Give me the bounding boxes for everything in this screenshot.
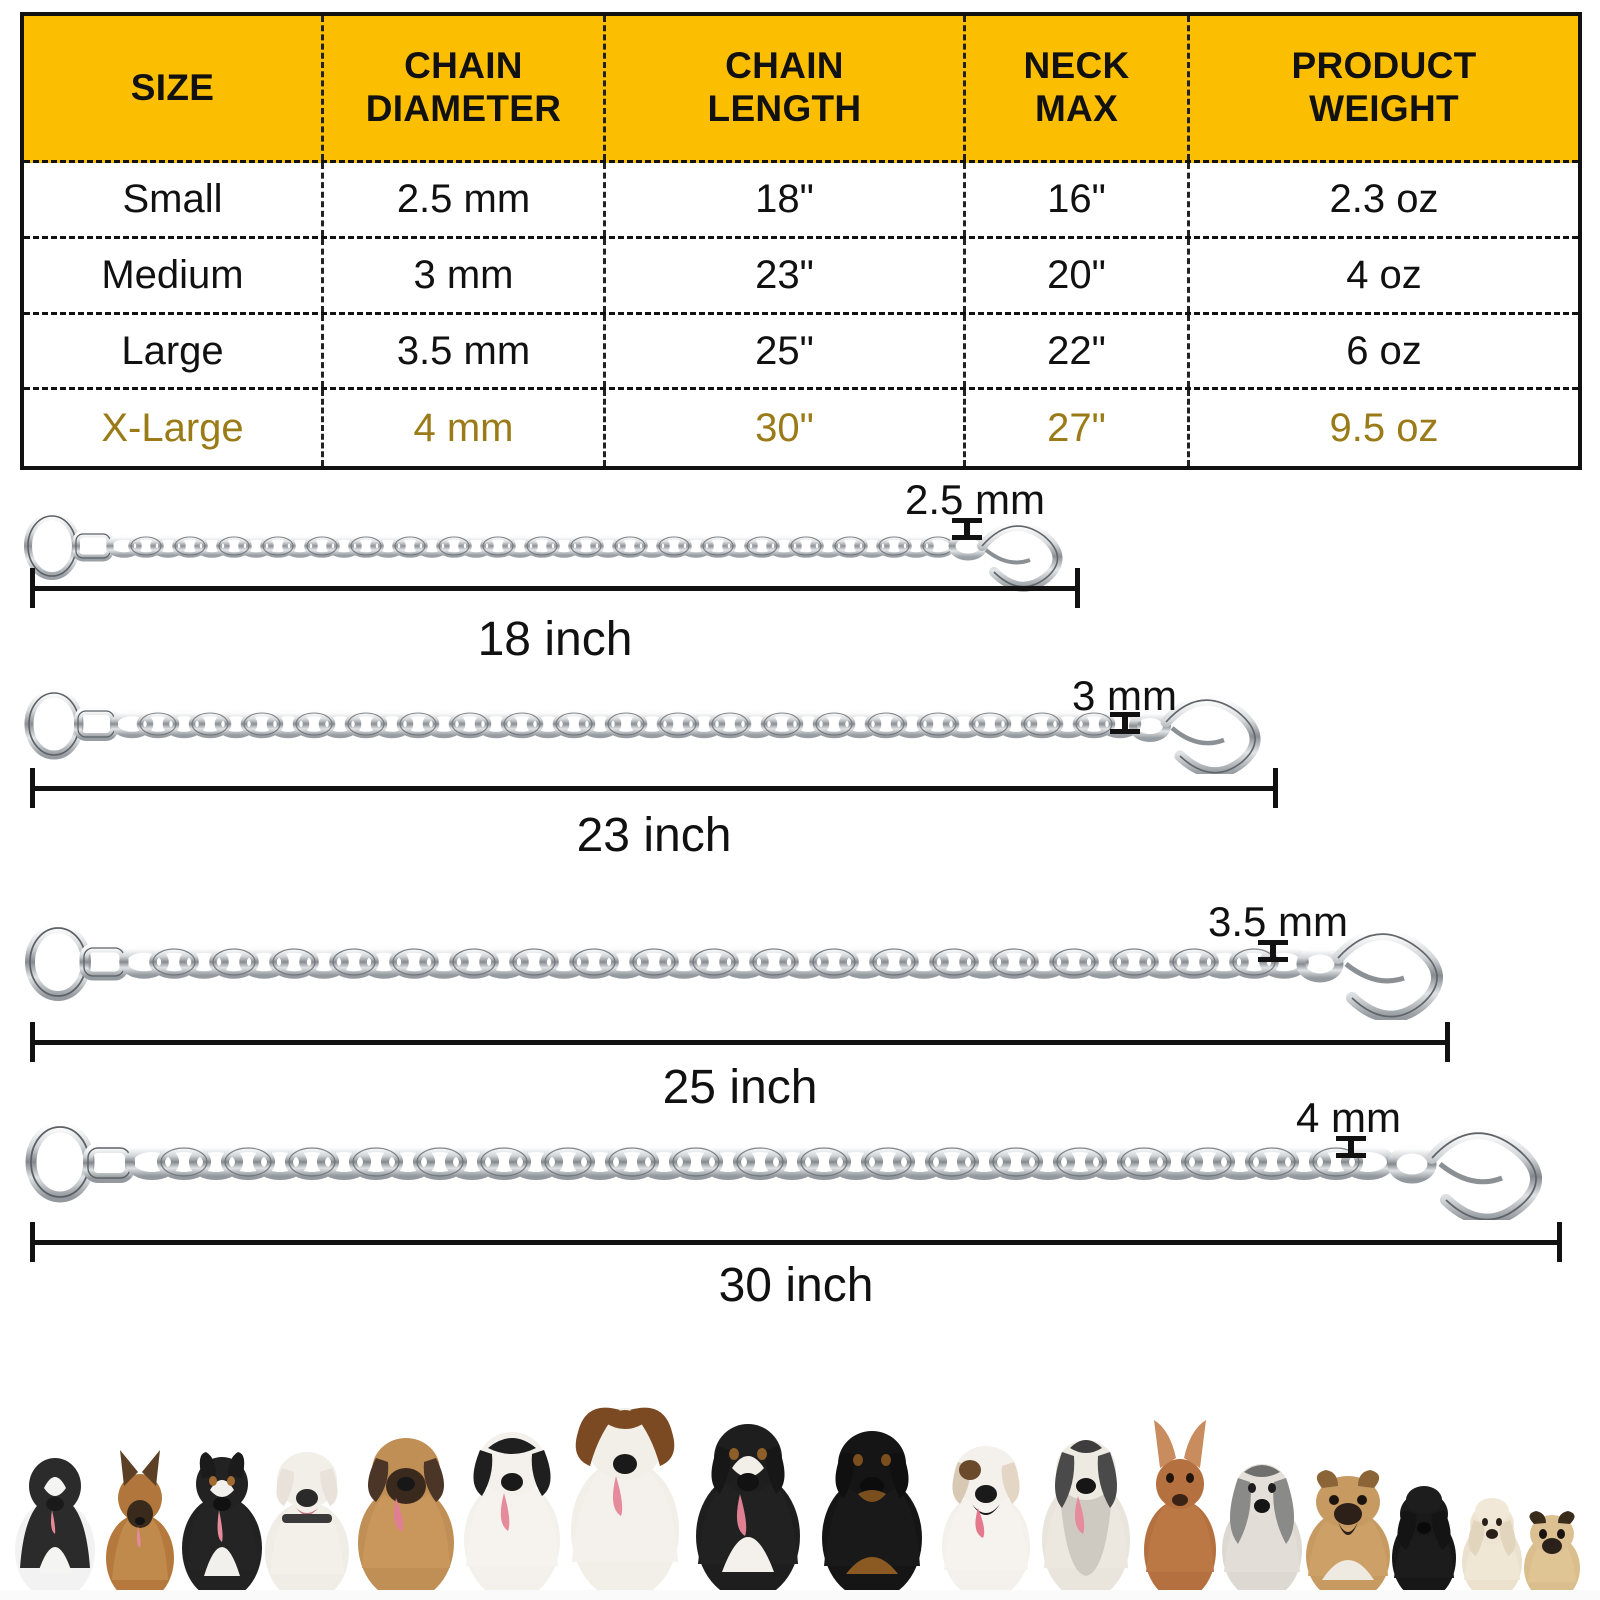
diameter-label-medium: 3 mm bbox=[1072, 672, 1177, 719]
table-header-row: SIZE CHAIN DIAMETER CHAIN LENGTH NECK MA… bbox=[24, 16, 1578, 164]
dog-breeds-illustration bbox=[0, 1318, 1600, 1600]
length-label-18-inch: 18 inch bbox=[477, 613, 633, 666]
column-header-product-weight-line2: WEIGHT bbox=[1309, 88, 1459, 130]
length-label-30-inch: 30 inch bbox=[718, 1259, 874, 1312]
diameter-label-xlarge: 4 mm bbox=[1296, 1094, 1401, 1141]
cell-chain-diameter: 4 mm bbox=[324, 390, 606, 467]
chain-illustration-medium bbox=[24, 688, 1261, 774]
column-header-product-weight: PRODUCT WEIGHT bbox=[1190, 16, 1578, 160]
dog-white-pit-bull bbox=[942, 1446, 1030, 1600]
dog-pug bbox=[1524, 1511, 1580, 1600]
cell-size: Small bbox=[24, 163, 324, 237]
cell-size: Medium bbox=[24, 239, 324, 312]
column-header-chain-length: CHAIN LENGTH bbox=[606, 16, 966, 161]
dog-white-labrador bbox=[265, 1452, 349, 1600]
dog-bearded-collie bbox=[1042, 1440, 1130, 1600]
caliper-icon-medium bbox=[1110, 712, 1140, 734]
cell-product-weight: 2.3 oz bbox=[1329, 177, 1439, 222]
column-header-neck-max-line1: NECK bbox=[1023, 45, 1130, 87]
dog-apricot-poodle bbox=[1462, 1498, 1522, 1600]
cell-neck-max: 16" bbox=[966, 163, 1190, 237]
dimension-line-18-inch bbox=[30, 568, 1080, 608]
dimension-line-23-inch bbox=[30, 768, 1278, 808]
dog-bernese-mountain-dog bbox=[696, 1424, 800, 1600]
table-row: Large 3.5 mm 25" 22" 6 oz bbox=[24, 314, 1578, 391]
cell-size: Large bbox=[24, 314, 324, 388]
length-label-25-inch: 25 inch bbox=[662, 1061, 818, 1114]
cell-chain-diameter: 3.5 mm bbox=[324, 314, 606, 388]
caliper-icon-large bbox=[1258, 940, 1288, 962]
diameter-label-large: 3.5 mm bbox=[1208, 898, 1349, 945]
chain-illustration-xlarge bbox=[25, 1121, 1542, 1220]
table-row: Medium 3 mm 23" 20" 4 oz bbox=[24, 239, 1578, 315]
dog-xoloitzcuintli bbox=[1144, 1420, 1216, 1600]
dog-rottweiler bbox=[822, 1431, 922, 1600]
caliper-icon-small bbox=[952, 518, 982, 540]
cell-neck-max: 27" bbox=[966, 390, 1190, 467]
column-header-product-weight-line1: PRODUCT bbox=[1291, 45, 1477, 87]
column-header-neck-max: NECK MAX bbox=[966, 16, 1190, 161]
length-label-23-inch: 23 inch bbox=[576, 809, 732, 862]
column-header-chain-length-line1: CHAIN bbox=[725, 45, 844, 87]
cell-size: X-Large bbox=[24, 390, 324, 467]
cell-product-weight: 6 oz bbox=[1346, 328, 1422, 373]
cell-chain-length: 30" bbox=[606, 390, 966, 467]
dog-appenzeller bbox=[182, 1452, 262, 1600]
dimension-line-30-inch bbox=[30, 1222, 1562, 1262]
column-header-chain-diameter-line1: CHAIN bbox=[404, 45, 523, 87]
table-row: X-Large 4 mm 30" 27" 9.5 oz bbox=[24, 390, 1578, 467]
column-header-neck-max-line2: MAX bbox=[1034, 88, 1119, 130]
dog-belgian-malinois bbox=[106, 1450, 174, 1600]
dimension-line-25-inch bbox=[30, 1022, 1450, 1062]
diameter-label-small: 2.5 mm bbox=[905, 476, 1046, 523]
cell-chain-length: 18" bbox=[606, 163, 966, 237]
cell-neck-max: 22" bbox=[966, 314, 1190, 388]
column-header-size-line1: SIZE bbox=[130, 66, 215, 108]
dog-black-poodle bbox=[1392, 1486, 1456, 1600]
chain-illustration-large bbox=[25, 923, 1443, 1020]
dog-english-cocker-spaniel bbox=[1222, 1464, 1302, 1600]
table-row: Small 2.5 mm 18" 16" 2.3 oz bbox=[24, 163, 1578, 240]
column-header-chain-length-line2: LENGTH bbox=[707, 88, 862, 130]
cell-chain-length: 23" bbox=[606, 239, 966, 312]
dog-landseer bbox=[464, 1432, 560, 1600]
cell-chain-diameter: 3 mm bbox=[324, 239, 606, 312]
cell-chain-diameter: 2.5 mm bbox=[324, 163, 606, 237]
column-header-size: SIZE bbox=[24, 16, 324, 161]
cell-product-weight: 9.5 oz bbox=[1329, 405, 1439, 450]
dog-english-bulldog bbox=[1306, 1470, 1390, 1600]
column-header-chain-diameter-line2: DIAMETER bbox=[365, 88, 562, 130]
cell-chain-length: 25" bbox=[606, 314, 966, 388]
dog-mastiff bbox=[358, 1438, 454, 1600]
dog-saint-bernard bbox=[571, 1407, 679, 1600]
cell-product-weight: 4 oz bbox=[1346, 252, 1422, 297]
dog-border-collie bbox=[15, 1458, 95, 1600]
caliper-icon-xlarge bbox=[1336, 1136, 1366, 1158]
dog-breeds-photo-strip bbox=[0, 1318, 1600, 1600]
size-chart-table: SIZE CHAIN DIAMETER CHAIN LENGTH NECK MA… bbox=[20, 12, 1582, 470]
cell-neck-max: 20" bbox=[966, 239, 1190, 312]
column-header-chain-diameter: CHAIN DIAMETER bbox=[324, 16, 606, 161]
